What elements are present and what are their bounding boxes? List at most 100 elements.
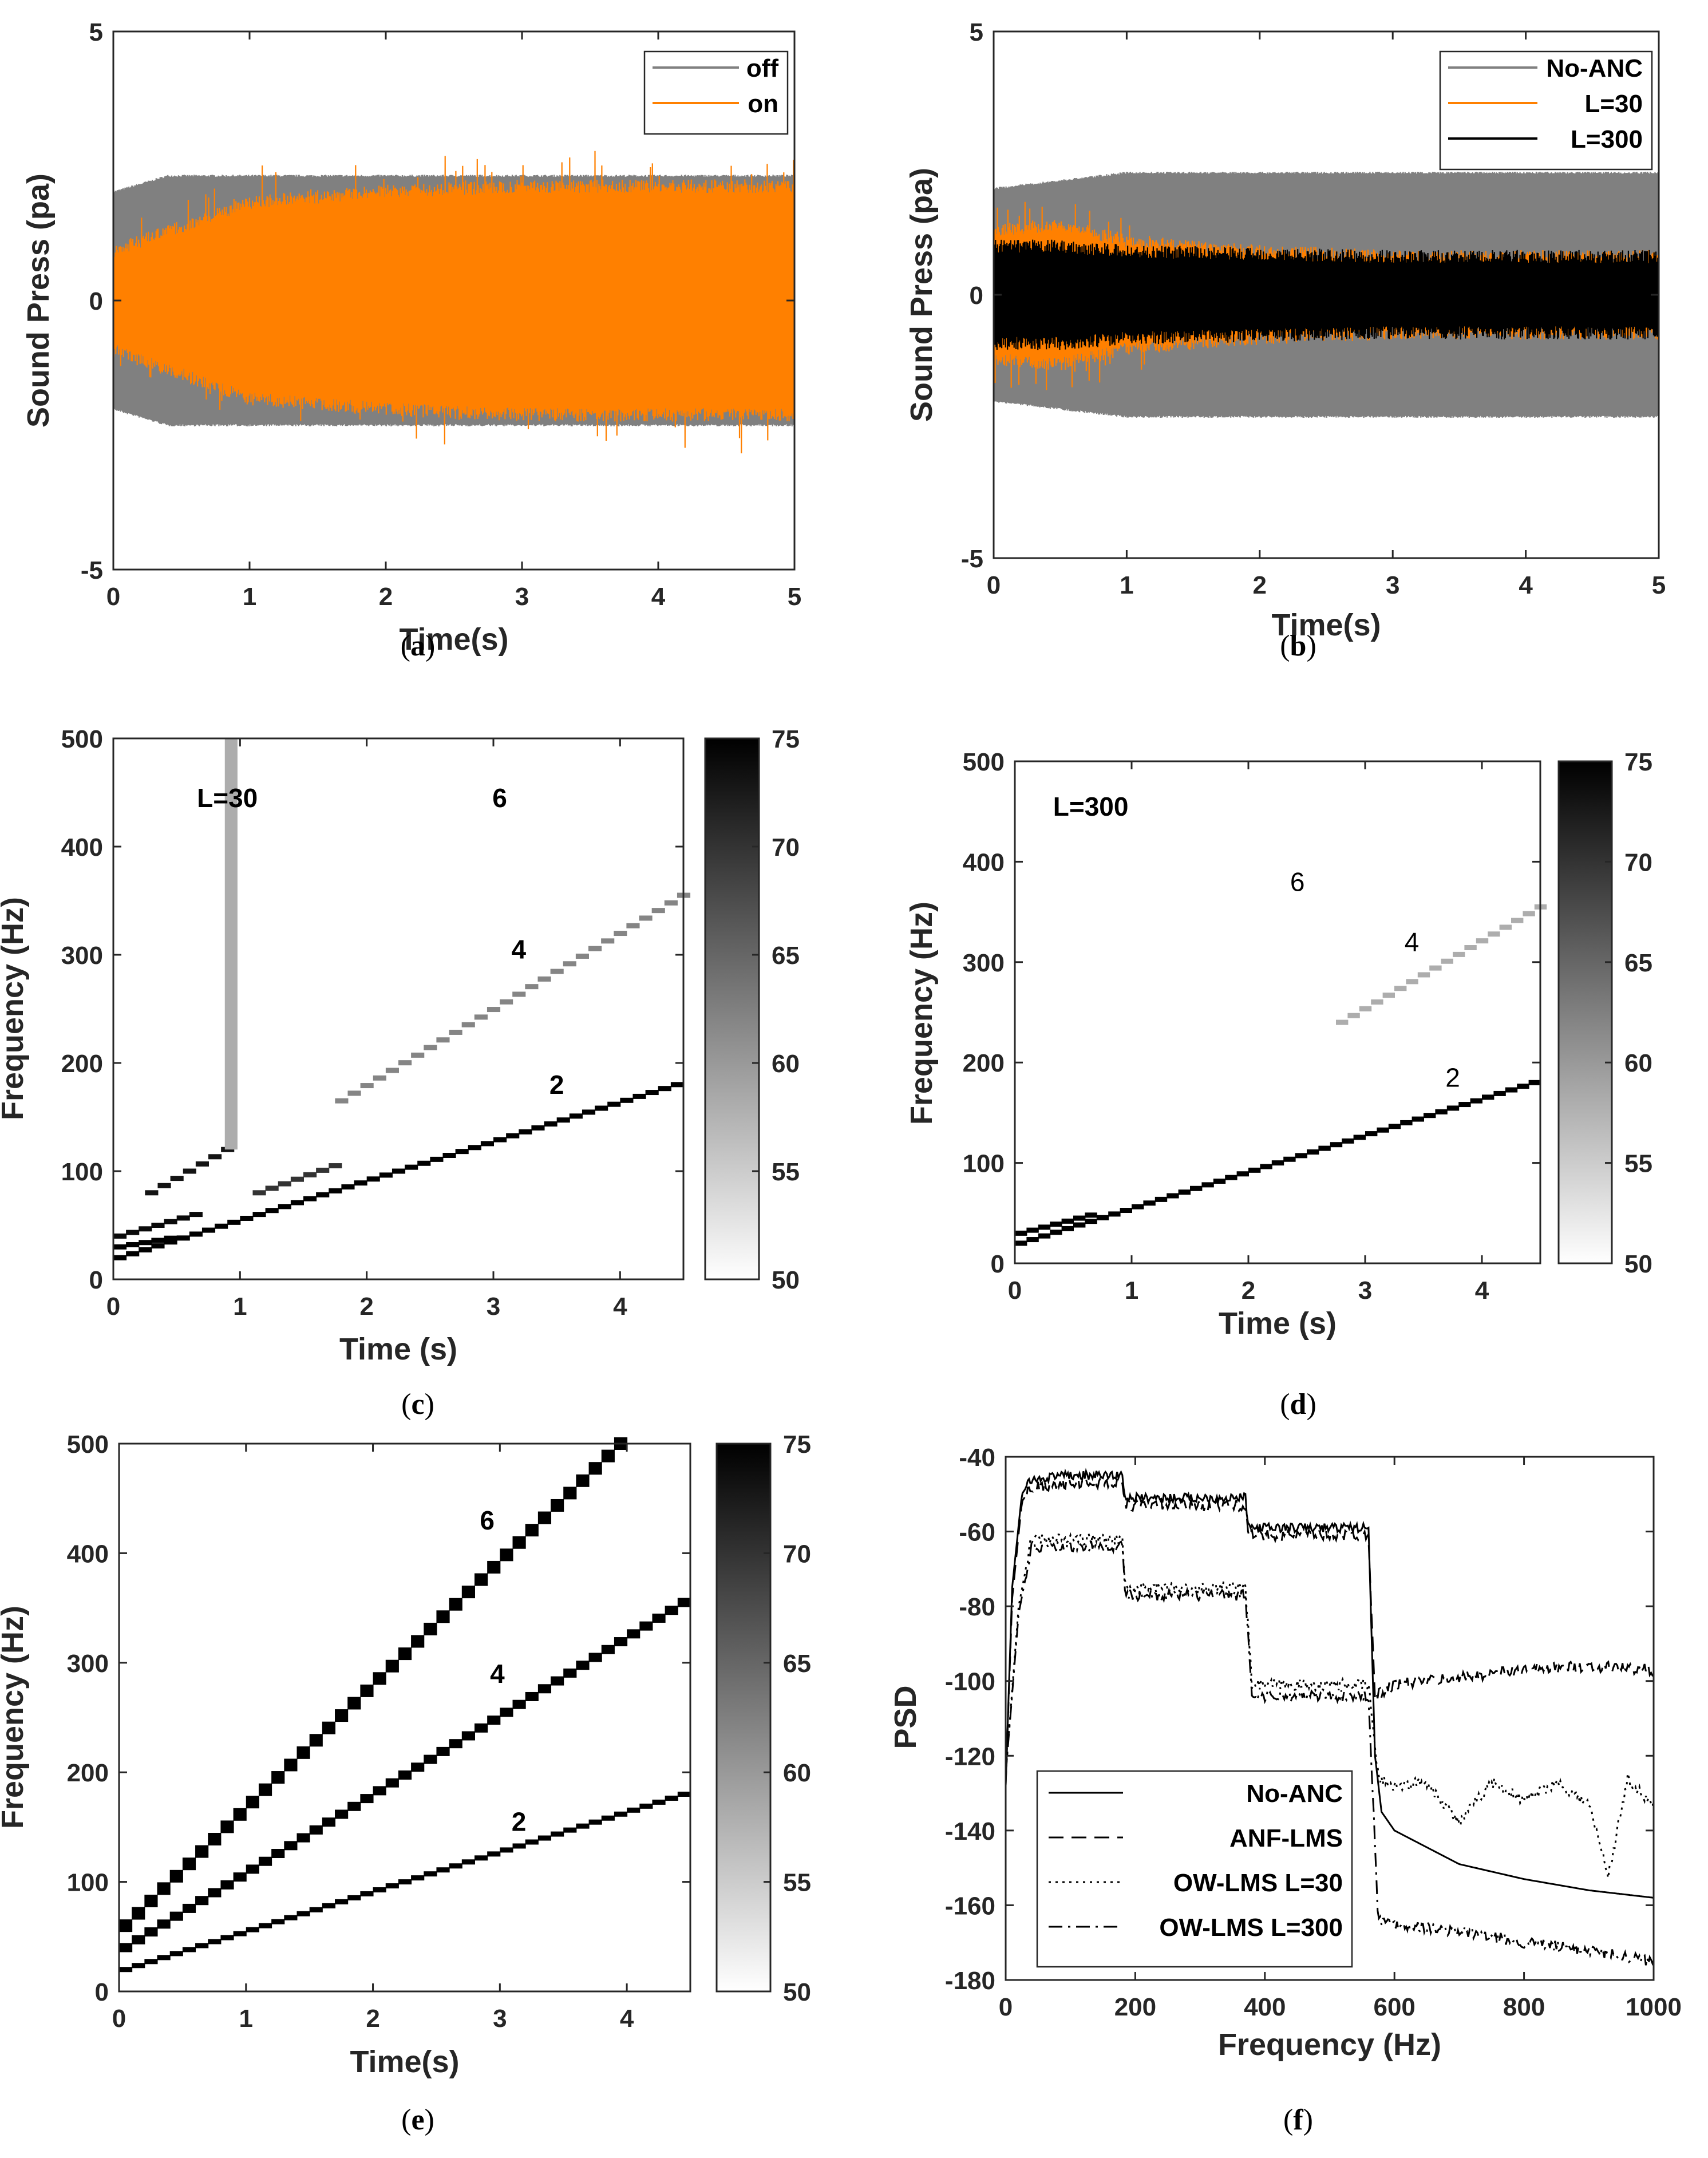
spectral-cell [220,1935,234,1940]
spectral-cell [329,1188,342,1193]
spectral-cell [1388,1124,1401,1129]
spectral-cell [113,1233,127,1239]
spectral-cell [1143,1200,1156,1206]
spectral-cell [1476,938,1489,944]
y-tick-label: 0 [970,282,983,310]
spectral-cell [157,1882,171,1895]
x-tick-label: 3 [487,1293,500,1321]
spectral-cell [169,1870,183,1883]
spectral-cell [512,1699,526,1709]
colorbar-tick-label: 70 [1624,848,1652,876]
spectral-cell [1406,979,1418,985]
spectral-cell [316,1167,330,1173]
spectral-cell [252,1212,266,1218]
spectral-cell [474,1573,488,1586]
spectral-cell [182,1947,196,1953]
spectral-cell [626,923,640,928]
harmonic-annotation: 2 [1445,1063,1460,1093]
spectral-cell [208,1939,222,1944]
colorbar-tick-label: 60 [1624,1049,1652,1077]
spectral-cell [398,1060,412,1066]
spectral-cell [265,1208,279,1214]
series-ow-lms-l-300-line [1006,1539,1654,1966]
y-axis-label: Sound Press (pa) [21,173,56,428]
spectral-cell [1295,1153,1307,1159]
spectral-cell [544,1121,558,1127]
spectral-cell [347,1697,361,1710]
spectral-cell [1307,1149,1319,1155]
colorbar-tick-label: 60 [772,1050,800,1078]
spectral-cell [588,1653,602,1662]
spectral-cell [252,1190,266,1196]
y-axis-label: PSD [888,1685,923,1749]
plot-frame [1005,1456,1655,1981]
spectral-cell [151,1243,165,1249]
spectral-cell [169,1911,183,1921]
spectral-cell [113,1255,127,1260]
spectral-cell [639,1803,653,1809]
spectral-cell [176,1215,190,1221]
spectral-cell [677,1598,691,1607]
panel-d: 0 1 2 3 4 0 100 200 300 400 500 L=300 6 4 2 50 55 60 65 70 7… [904,748,1652,1421]
spectral-cell [525,1839,539,1845]
spectral-cell [303,1196,317,1201]
legend-label: L=30 [1584,90,1643,118]
spectral-cell [506,1133,520,1139]
x-tick-label: 2 [1242,1276,1255,1305]
spectral-cell [335,1098,349,1104]
x-tick-label: 400 [1244,1993,1286,2021]
spectral-cell [512,991,526,997]
spectral-cell [677,1791,691,1797]
spectral-cell [537,1511,552,1524]
spectral-cell [531,1125,545,1131]
x-tick-label: 1 [1125,1276,1138,1305]
spectral-cell [500,1847,513,1853]
spectral-cell [487,1851,501,1857]
spectral-cell [1190,1185,1203,1191]
spectral-cell [424,1622,437,1635]
spectral-cell [220,1880,234,1890]
x-axis-label: Frequency (Hz) [1218,2027,1441,2062]
heatmap-background [119,1444,690,1991]
spectral-cell [258,1783,272,1796]
harmonic-annotation: 4 [490,1659,505,1689]
spectral-cell [461,1022,475,1027]
legend-box [1439,50,1653,171]
spectral-cell [665,1795,678,1801]
spectral-cell [360,1083,374,1089]
spectral-cell [1493,1090,1506,1096]
harmonic-annotation: 4 [1405,927,1420,957]
x-tick-label: 200 [1114,1993,1156,2021]
spectral-cell [1458,1102,1471,1108]
spectral-cell [563,1827,577,1833]
spectral-cell [278,1204,291,1210]
spectral-cell [1412,1116,1424,1122]
spectral-cell [119,1967,133,1973]
x-axis-label: Time (s) [1219,1306,1337,1341]
spectral-cell [208,1154,222,1160]
spectral-cell [1429,965,1442,971]
x-tick-label: 4 [613,1293,627,1321]
spectral-cell [119,1919,133,1932]
spectral-cell [627,1629,640,1639]
spectral-cell [329,1163,342,1169]
y-tick-label: -60 [959,1519,995,1547]
x-tick-label: 1 [239,2005,253,2033]
x-tick-label: 5 [788,583,801,611]
spectral-cell [461,1731,475,1741]
spectral-cell [1347,1013,1360,1018]
spectral-cell [335,1899,349,1904]
x-tick-label: 3 [1358,1276,1372,1305]
spectral-cell [347,1090,361,1096]
spectral-cell [303,1172,317,1177]
colorbar-tick-label: 55 [772,1158,800,1186]
x-axis-label: Time(s) [399,622,508,657]
spectral-cell [157,1183,171,1188]
spectral-cell [582,1109,596,1115]
harmonic-annotation: 2 [512,1807,527,1836]
spectral-cell [1446,1105,1460,1111]
x-tick-label: 0 [999,1993,1013,2021]
spectral-cell [537,1835,552,1841]
spectral-cell [385,1778,399,1788]
spectral-cell [519,1129,532,1135]
